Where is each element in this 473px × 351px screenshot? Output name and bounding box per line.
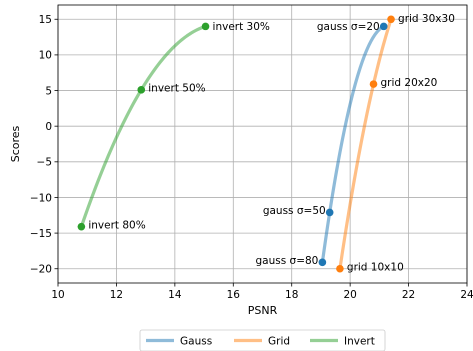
point-label: gauss σ=50 xyxy=(263,205,326,217)
x-tick-label: 12 xyxy=(110,289,123,301)
x-tick-label: 20 xyxy=(343,289,356,301)
point-label: gauss σ=20 xyxy=(317,21,380,33)
legend-label-grid: Grid xyxy=(268,336,290,348)
series-curves xyxy=(79,17,393,271)
y-tick-label: 15 xyxy=(39,14,52,26)
y-axis-label: Scores xyxy=(9,125,22,162)
point-label: grid 20x20 xyxy=(381,77,438,89)
y-tick-label: −20 xyxy=(30,264,52,276)
y-tick-label: −5 xyxy=(37,157,52,169)
x-tick-label: 22 xyxy=(402,289,415,301)
y-tick-label: −10 xyxy=(30,192,52,204)
y-tick-label: 0 xyxy=(45,121,52,133)
x-tick-label: 18 xyxy=(285,289,298,301)
data-points xyxy=(77,15,395,273)
invert-point xyxy=(201,22,210,31)
legend-label-invert: Invert xyxy=(344,336,375,348)
grid-curve xyxy=(338,17,393,271)
legend: Gauss Grid Invert xyxy=(139,329,386,351)
invert-point xyxy=(137,86,146,94)
invert-point xyxy=(77,222,86,231)
x-axis-ticks: 10 12 14 16 18 20 22 24 xyxy=(51,283,473,301)
gauss-point xyxy=(379,22,388,31)
plot-frame xyxy=(57,4,468,284)
grid-point xyxy=(369,80,378,88)
x-tick-label: 10 xyxy=(51,289,64,301)
x-tick-label: 16 xyxy=(227,289,241,301)
point-label: invert 80% xyxy=(88,219,145,231)
point-label: invert 30% xyxy=(213,21,270,33)
point-label: grid 10x10 xyxy=(347,262,404,274)
gauss-point xyxy=(325,208,334,217)
y-tick-label: 10 xyxy=(39,50,52,62)
y-tick-label: 5 xyxy=(45,85,52,97)
point-label: gauss σ=80 xyxy=(256,255,319,267)
invert-curve xyxy=(79,24,208,229)
x-tick-label: 24 xyxy=(460,289,473,301)
point-label: grid 30x30 xyxy=(398,13,455,25)
gauss-point xyxy=(318,258,327,267)
x-axis-label: PSNR xyxy=(248,304,278,317)
y-axis-ticks: −20 −15 −10 −5 0 5 10 15 xyxy=(30,14,58,276)
grid-point xyxy=(336,264,344,273)
point-labels: gauss σ=80 gauss σ=50 gauss σ=20 grid 10x10… xyxy=(88,13,455,273)
grid-point xyxy=(387,15,395,24)
legend-label-gauss: Gauss xyxy=(180,336,212,348)
grid-lines xyxy=(57,5,468,283)
legend-box xyxy=(139,329,386,351)
point-label: invert 50% xyxy=(148,83,205,95)
y-tick-label: −15 xyxy=(30,228,52,240)
gauss-curve xyxy=(320,24,386,264)
x-tick-label: 14 xyxy=(168,289,182,301)
